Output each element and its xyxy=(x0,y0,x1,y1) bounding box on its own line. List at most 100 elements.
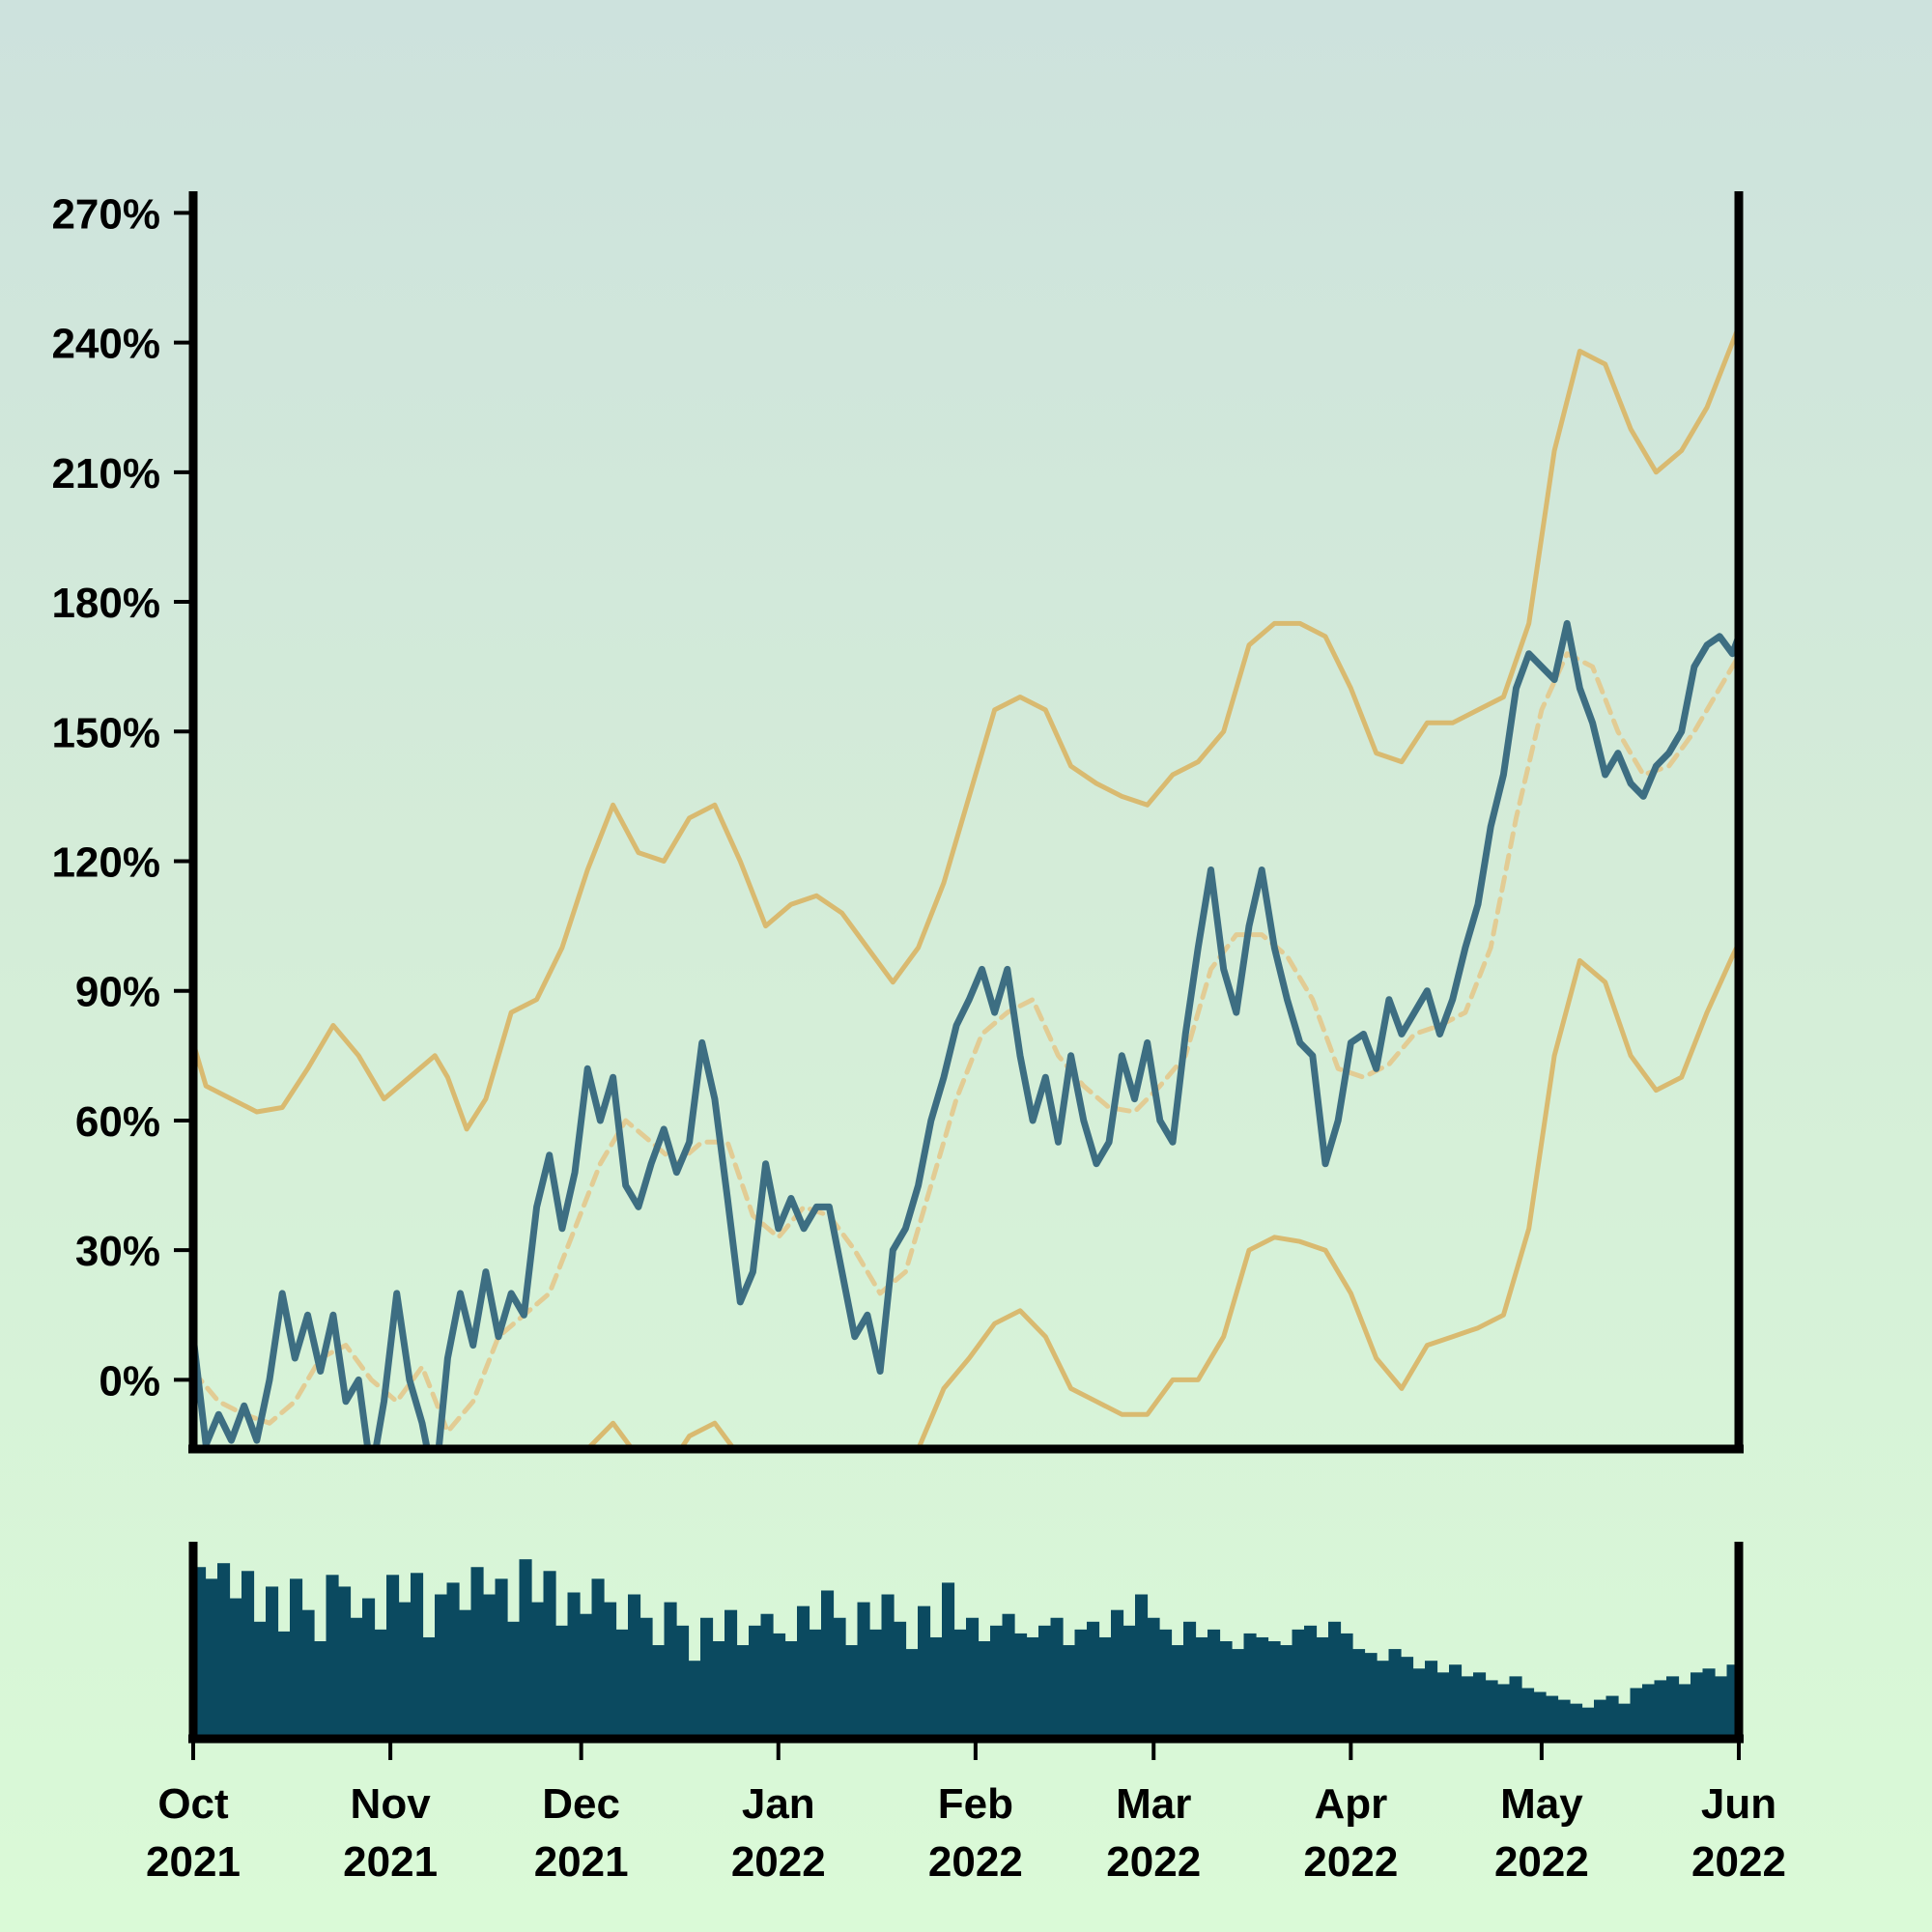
volume-bar xyxy=(773,1633,786,1739)
x-tick-label-year: 2022 xyxy=(1106,1838,1201,1886)
x-tick-label-month: Mar xyxy=(1116,1780,1191,1828)
volume-bar xyxy=(1050,1617,1064,1739)
y-tick-label: 150% xyxy=(51,709,160,756)
volume-bar xyxy=(1316,1636,1329,1739)
volume-bar xyxy=(639,1617,653,1739)
price-layer xyxy=(193,619,1739,1449)
y-tick-label: 90% xyxy=(75,969,160,1016)
volume-bar xyxy=(1002,1613,1015,1739)
volume-bar xyxy=(338,1586,352,1739)
volume-bar xyxy=(1412,1668,1426,1739)
volume-bar xyxy=(604,1602,617,1739)
volume-bar xyxy=(1280,1645,1293,1739)
volume-bar xyxy=(1038,1625,1052,1739)
volume-bar xyxy=(422,1636,436,1739)
volume-bar xyxy=(217,1563,231,1739)
volume-bar xyxy=(1063,1645,1076,1739)
volume-bar xyxy=(326,1575,339,1739)
volume-bar xyxy=(1195,1636,1208,1739)
x-tick-label-year: 2021 xyxy=(534,1838,629,1886)
volume-bar xyxy=(821,1590,835,1739)
volume-bar xyxy=(664,1602,677,1739)
volume-bar xyxy=(591,1578,605,1739)
volume-bar xyxy=(1581,1707,1595,1739)
volume-bar xyxy=(277,1631,291,1739)
volume-bar xyxy=(1364,1653,1378,1739)
volume-bar xyxy=(1461,1676,1474,1739)
x-tick-label-month: Nov xyxy=(351,1780,432,1828)
volume-bar xyxy=(531,1602,545,1739)
volume-bar xyxy=(1026,1636,1039,1739)
moving-average-line xyxy=(193,651,1739,1435)
volume-bar xyxy=(1666,1676,1680,1739)
volume-bar xyxy=(628,1594,641,1739)
volume-bar xyxy=(736,1645,750,1739)
volume-bar xyxy=(266,1586,279,1739)
volume-bar xyxy=(1546,1695,1559,1739)
volume-bar xyxy=(446,1582,460,1739)
volume-bar xyxy=(1521,1688,1535,1739)
volume-bar xyxy=(495,1578,508,1739)
volume-bar xyxy=(615,1629,629,1739)
volume-bar xyxy=(953,1629,967,1739)
volume-bar xyxy=(411,1573,424,1739)
volume-bar xyxy=(386,1575,400,1739)
volume-bar xyxy=(398,1602,412,1739)
volume-bar xyxy=(1122,1625,1136,1739)
volume-bar xyxy=(1098,1636,1112,1739)
volume-bar xyxy=(749,1625,762,1739)
volume-bar xyxy=(543,1571,556,1739)
volume-bar xyxy=(1219,1641,1233,1739)
volume-bar xyxy=(1074,1629,1088,1739)
volume-bar xyxy=(1304,1625,1318,1739)
volume-bar xyxy=(1292,1629,1305,1739)
volume-bar xyxy=(1533,1691,1547,1739)
x-tick-label-month: Dec xyxy=(542,1780,620,1828)
volume-bar xyxy=(567,1592,581,1739)
volume-bar xyxy=(724,1609,738,1739)
lower-band-line xyxy=(584,937,1739,1449)
volume-bar xyxy=(760,1613,774,1739)
x-tick-label-year: 2021 xyxy=(146,1838,241,1886)
volume-axes xyxy=(188,1542,1744,1744)
volume-bar xyxy=(894,1621,907,1739)
volume-bar xyxy=(966,1617,980,1739)
y-tick-label: 120% xyxy=(51,839,160,887)
x-tick-label-year: 2022 xyxy=(731,1838,826,1886)
volume-bar xyxy=(253,1621,267,1739)
volume-bar xyxy=(483,1594,497,1739)
volume-bar xyxy=(1267,1641,1281,1739)
volume-bar xyxy=(1425,1661,1438,1739)
volume-bar xyxy=(1208,1629,1221,1739)
volume-bar xyxy=(1377,1661,1390,1739)
volume-bar xyxy=(1183,1621,1197,1739)
volume-bar xyxy=(881,1594,895,1739)
moving-average-layer xyxy=(193,651,1739,1435)
volume-bar xyxy=(1340,1633,1353,1739)
volume-bar xyxy=(1570,1703,1583,1739)
volume-bar xyxy=(1594,1699,1607,1739)
y-tick-label: 240% xyxy=(51,321,160,368)
volume-bar xyxy=(1436,1672,1450,1739)
volume-bar xyxy=(1678,1684,1691,1739)
upper-band-line xyxy=(193,319,1739,1132)
x-tick-label-year: 2022 xyxy=(1691,1838,1786,1886)
volume-bar xyxy=(1605,1695,1619,1739)
volume-bar xyxy=(688,1661,701,1739)
x-tick-label-year: 2022 xyxy=(1494,1838,1589,1886)
volume-bar xyxy=(1352,1649,1366,1739)
volume-bar xyxy=(833,1617,846,1739)
volume-bar xyxy=(1256,1636,1269,1739)
volume-bar xyxy=(1449,1664,1463,1739)
volume-bar xyxy=(1232,1649,1245,1739)
volume-bar xyxy=(1485,1680,1498,1739)
volume-bar xyxy=(712,1641,725,1739)
x-tick-label-year: 2022 xyxy=(928,1838,1023,1886)
volume-bar xyxy=(1630,1688,1643,1739)
y-tick-label: 60% xyxy=(75,1098,160,1146)
main-axes xyxy=(188,191,1744,1454)
volume-bar xyxy=(374,1629,387,1739)
volume-bar xyxy=(362,1598,376,1739)
